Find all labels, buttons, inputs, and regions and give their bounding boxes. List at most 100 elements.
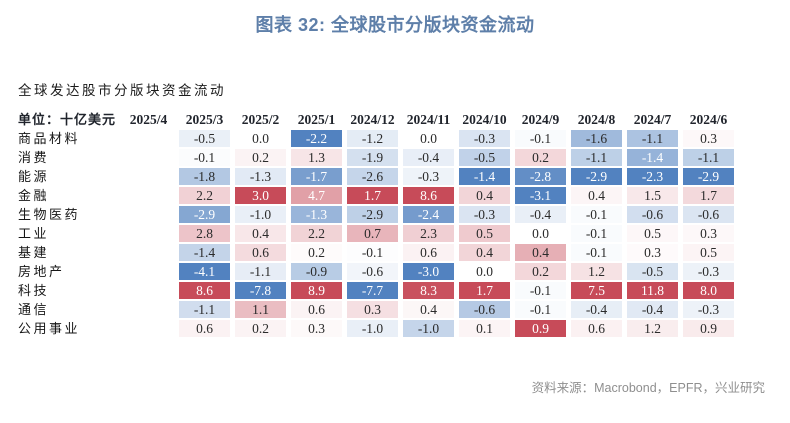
heatmap-cell: 2.2 [179,187,230,204]
table-row: 房地产 -4.1 -1.1 -0.9 -0.6 -3.0 0.0 0.2 1.2 -0.5 -0.3 [18,263,734,280]
table-row: 生物医药 -2.9 -1.0 -1.3 -2.9 -2.4 -0.3 -0.4 -0.1 -0.6… [18,206,734,223]
heatmap-cell [123,244,174,261]
row-label: 房地产 [18,264,65,279]
unit-label: 单位：十亿美元 [18,112,117,127]
heatmap-cell: 0.6 [403,244,454,261]
heatmap-cell: -0.6 [459,301,510,318]
heatmap-cell: -0.3 [459,130,510,147]
heatmap-cell: 0.4 [459,244,510,261]
heatmap-cell: -0.4 [403,149,454,166]
data-source: 资料来源：Macrobond，EPFR，兴业研究 [531,381,765,395]
heatmap-cell: 1.7 [683,187,734,204]
heatmap-cell: -1.2 [347,130,398,147]
heatmap-cell: -2.9 [179,206,230,223]
heatmap-cell: -1.1 [683,149,734,166]
heatmap-cell: -0.1 [515,130,566,147]
heatmap-cell: 0.0 [235,130,286,147]
heatmap-cell: 0.9 [515,320,566,337]
heatmap-cell: 0.6 [571,320,622,337]
row-label: 能源 [18,169,50,184]
row-label: 商品材料 [18,131,81,146]
table-row: 消费 -0.1 0.2 1.3 -1.9 -0.4 -0.5 0.2 -1.1 -1.4 -1.1 [18,149,734,166]
heatmap-cell [123,187,174,204]
heatmap-cell [123,130,174,147]
row-label: 科技 [18,283,50,298]
heatmap-cell: 1.5 [627,187,678,204]
heatmap-cell: 0.6 [291,301,342,318]
heatmap-cell: -0.5 [627,263,678,280]
heatmap-cell: 1.3 [291,149,342,166]
heatmap-cell: 0.5 [627,225,678,242]
heatmap-cell: 8.3 [403,282,454,299]
heatmap-cell: 0.2 [515,263,566,280]
heatmap-cell: -1.1 [571,149,622,166]
heatmap-cell: -0.3 [683,263,734,280]
heatmap-cell: 8.6 [403,187,454,204]
heatmap-cell: -1.4 [459,168,510,185]
heatmap-cell: -0.1 [571,206,622,223]
heatmap-cell: -1.9 [347,149,398,166]
heatmap-cell: 0.4 [571,187,622,204]
column-header: 2025/2 [241,112,280,127]
column-header: 2024/8 [577,112,616,127]
heatmap-cell: 0.3 [347,301,398,318]
heatmap-cell: 0.7 [347,225,398,242]
heatmap-cell: -1.1 [627,130,678,147]
heatmap-cell [123,168,174,185]
row-label: 基建 [18,245,50,260]
heatmap-cell: -2.6 [347,168,398,185]
heatmap-cell: -0.5 [459,149,510,166]
heatmap-cell: -0.6 [347,263,398,280]
heatmap-cell: 0.2 [235,149,286,166]
row-label: 金融 [18,188,50,203]
heatmap-cell: 0.3 [683,130,734,147]
heatmap-cell: -0.5 [179,130,230,147]
heatmap-cell: 0.4 [515,244,566,261]
heatmap-cell: -4.1 [179,263,230,280]
heatmap-cell: 0.5 [683,244,734,261]
heatmap-cell: -0.3 [403,168,454,185]
heatmap-cell: -7.8 [235,282,286,299]
heatmap-cell: -0.4 [627,301,678,318]
heatmap-cell: 1.7 [347,187,398,204]
heatmap-cell: -1.7 [291,168,342,185]
heatmap-cell: -3.1 [515,187,566,204]
heatmap-cell: -2.3 [627,168,678,185]
heatmap-cell: -0.1 [571,225,622,242]
heatmap-cell: 0.6 [179,320,230,337]
heatmap-cell: -2.9 [571,168,622,185]
heatmap-cell: -0.1 [179,149,230,166]
table-row: 工业 2.8 0.4 2.2 0.7 2.3 0.5 0.0 -0.1 0.5 0.3 [18,225,734,242]
column-header: 2025/3 [185,112,224,127]
table-row: 金融 2.2 3.0 4.7 1.7 8.6 0.4 -3.1 0.4 1.5 1.7 [18,187,734,204]
row-label: 公用事业 [18,321,81,336]
heatmap-cell: -1.1 [179,301,230,318]
heatmap-cell: -1.4 [179,244,230,261]
heatmap-cell: 7.5 [571,282,622,299]
heatmap-cell: 8.9 [291,282,342,299]
heatmap-cell: -2.8 [515,168,566,185]
heatmap-cell: -0.1 [347,244,398,261]
heatmap-cell: 4.7 [291,187,342,204]
column-header: 2024/9 [521,112,560,127]
column-header: 2024/11 [406,112,451,127]
heatmap-cell [123,225,174,242]
fund-flow-heatmap-table: 单位：十亿美元 2025/4 2025/3 2025/2 2025/1 2024/12 20… [13,109,739,339]
heatmap-cell: 0.2 [235,320,286,337]
heatmap-cell: 1.2 [627,320,678,337]
table-row: 商品材料 -0.5 0.0 -2.2 -1.2 0.0 -0.3 -0.1 -1.6 -1.1 0.… [18,130,734,147]
heatmap-cell: -0.1 [515,282,566,299]
heatmap-cell: 1.2 [571,263,622,280]
header-row: 单位：十亿美元 2025/4 2025/3 2025/2 2025/1 2024/12 20… [18,111,734,128]
column-header: 2024/12 [350,112,395,127]
heatmap-cell: -0.6 [683,206,734,223]
table-row: 科技 8.6 -7.8 8.9 -7.7 8.3 1.7 -0.1 7.5 11.8 8.0 [18,282,734,299]
table-row: 通信 -1.1 1.1 0.6 0.3 0.4 -0.6 -0.1 -0.4 -0.4 -0.3 [18,301,734,318]
heatmap-cell: 8.0 [683,282,734,299]
heatmap-cell [123,301,174,318]
heatmap-cell: -0.3 [683,301,734,318]
heatmap-cell: 1.7 [459,282,510,299]
table-subtitle: 全球发达股市分版块资金流动 [18,83,226,98]
heatmap-cell: 0.3 [291,320,342,337]
heatmap-cell: 2.8 [179,225,230,242]
